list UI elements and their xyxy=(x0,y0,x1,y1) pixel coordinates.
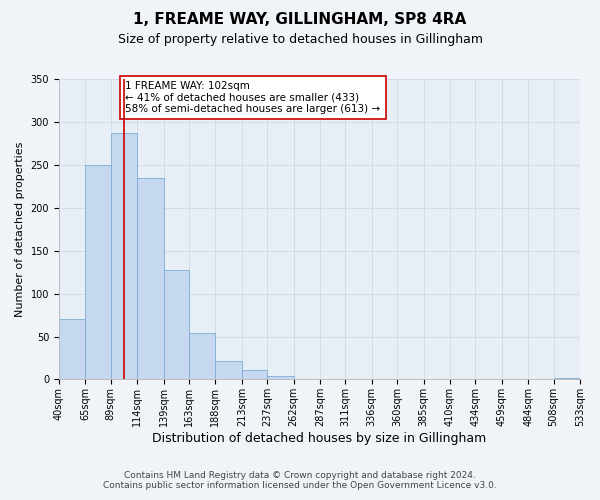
Bar xyxy=(137,178,164,380)
Bar xyxy=(267,376,293,380)
Bar xyxy=(85,165,110,380)
Text: 1, FREAME WAY, GILLINGHAM, SP8 4RA: 1, FREAME WAY, GILLINGHAM, SP8 4RA xyxy=(133,12,467,28)
Bar xyxy=(554,378,580,380)
Text: 1 FREAME WAY: 102sqm
← 41% of detached houses are smaller (433)
58% of semi-deta: 1 FREAME WAY: 102sqm ← 41% of detached h… xyxy=(125,80,380,114)
Bar xyxy=(164,270,189,380)
Bar xyxy=(242,370,267,380)
Bar xyxy=(189,333,215,380)
Text: Contains HM Land Registry data © Crown copyright and database right 2024.
Contai: Contains HM Land Registry data © Crown c… xyxy=(103,470,497,490)
Y-axis label: Number of detached properties: Number of detached properties xyxy=(15,142,25,317)
Bar xyxy=(215,360,242,380)
Bar xyxy=(59,320,85,380)
X-axis label: Distribution of detached houses by size in Gillingham: Distribution of detached houses by size … xyxy=(152,432,487,445)
Text: Size of property relative to detached houses in Gillingham: Size of property relative to detached ho… xyxy=(118,32,482,46)
Bar xyxy=(110,133,137,380)
